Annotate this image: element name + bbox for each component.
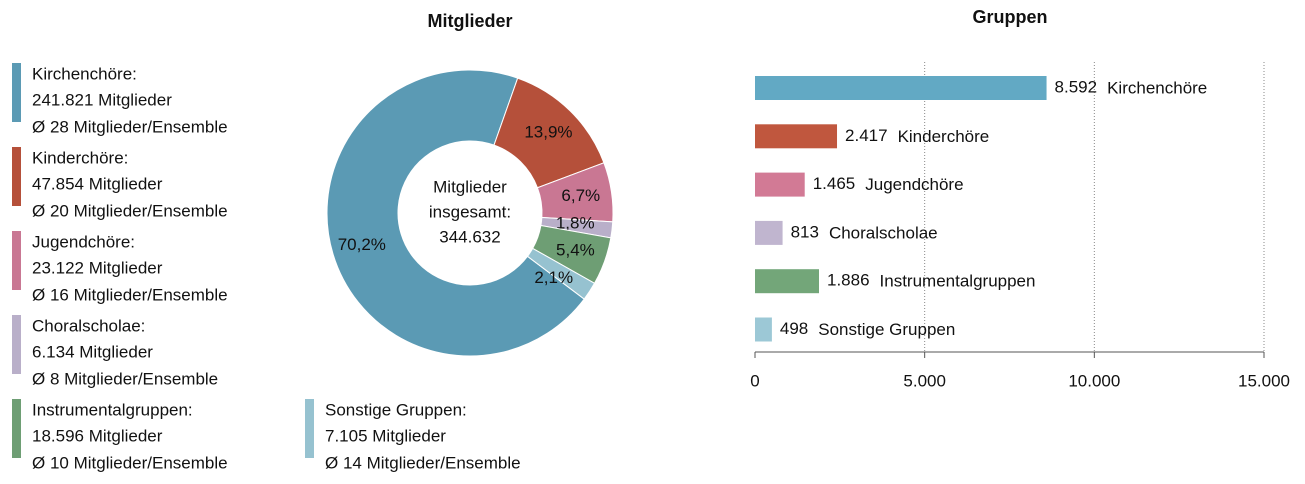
center-label: 344.632 [439,227,500,246]
legend-swatch [12,315,21,374]
legend-label: Jugendchöre: [32,232,135,251]
legend-label: Ø 14 Mitglieder/Ensemble [325,453,521,472]
bar [755,124,838,149]
legend-label: 241.821 Mitglieder [32,90,172,109]
bar [755,172,805,197]
data-label: 2,1% [534,268,573,287]
x-tick-label: 10.000 [1068,371,1120,390]
data-label: 70,2% [338,235,386,254]
legend-label: 7.105 Mitglieder [325,426,446,445]
x-tick-label: 15.000 [1238,371,1290,390]
x-tick-label: 5.000 [903,371,946,390]
legend-label: Kirchenchöre: [32,64,137,83]
legend-label: Ø 16 Mitglieder/Ensemble [32,285,228,304]
data-label: 1.465 [813,174,856,193]
bar [755,76,1047,100]
x-tick-label: 0 [750,371,759,390]
data-label: 1.886 [827,271,870,290]
legend-label: Ø 8 Mitglieder/Ensemble [32,369,218,388]
bar [755,317,772,342]
data-label: 5,4% [556,240,595,259]
chart-title: Gruppen [973,7,1048,27]
category-label: Choralscholae [829,223,938,242]
data-label: 1,8% [556,214,595,233]
donut-slice [526,247,596,300]
data-label: 6,7% [561,186,600,205]
legend-label: 6.134 Mitglieder [32,342,153,361]
bar [755,220,783,245]
center-label: Mitglieder [433,177,507,196]
donut-slice [326,69,585,357]
center-label: insgesamt: [429,202,511,221]
legend-label: Choralscholae: [32,316,145,335]
legend-label: Ø 28 Mitglieder/Ensemble [32,117,228,136]
legend-label: 23.122 Mitglieder [32,258,163,277]
legend-swatch [12,231,21,290]
data-label: 2.417 [845,126,888,145]
legend-label: Ø 10 Mitglieder/Ensemble [32,453,228,472]
category-label: Kinderchöre [898,127,990,146]
category-label: Kirchenchöre [1107,78,1207,97]
category-label: Sonstige Gruppen [818,320,955,339]
legend-swatch [12,147,21,206]
category-label: Jugendchöre [865,175,963,194]
category-label: Instrumentalgruppen [880,272,1036,291]
legend-label: 47.854 Mitglieder [32,174,163,193]
legend-swatch [12,63,21,122]
data-label: 813 [791,222,819,241]
legend-swatch [12,399,21,458]
data-label: 13,9% [524,123,572,142]
legend-label: Instrumentalgruppen: [32,400,193,419]
legend-label: 18.596 Mitglieder [32,426,163,445]
chart-title: Mitglieder [427,11,512,31]
bar [755,269,819,294]
legend-label: Sonstige Gruppen: [325,400,467,419]
data-label: 498 [780,319,808,338]
legend-label: Kinderchöre: [32,148,128,167]
legend-swatch [305,399,314,458]
legend-label: Ø 20 Mitglieder/Ensemble [32,201,228,220]
data-label: 8.592 [1055,77,1098,96]
